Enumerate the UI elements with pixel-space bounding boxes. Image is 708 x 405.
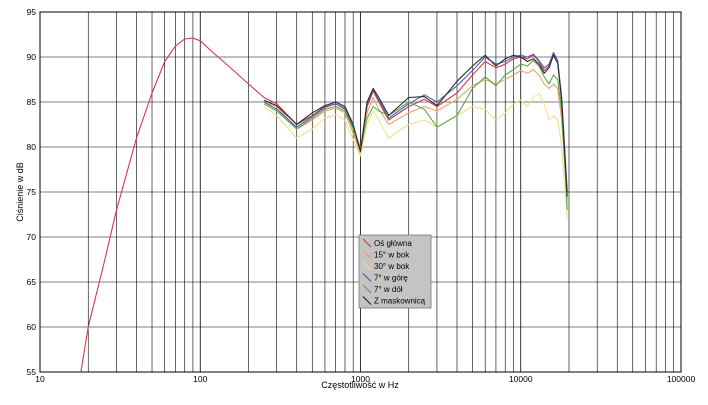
y-tick-label: 90 xyxy=(27,52,37,62)
series-line xyxy=(263,54,568,197)
legend-entry: Oś główna xyxy=(374,239,412,248)
y-tick-label: 75 xyxy=(27,187,37,197)
legend: Oś główna 15° w bok 30° w bok 7° w górę 7° w… xyxy=(358,234,432,309)
x-axis-label: Częstotliwość w Hz xyxy=(321,380,399,390)
x-tick-label: 100000 xyxy=(667,374,696,384)
legend-box xyxy=(358,234,432,309)
legend-swatch xyxy=(362,284,372,294)
series-line xyxy=(263,69,568,202)
series-line xyxy=(263,51,568,193)
y-tick-label: 60 xyxy=(27,322,37,332)
series-layer xyxy=(80,37,568,373)
legend-entry: 7° w dół xyxy=(374,285,403,294)
legend-swatch xyxy=(362,296,372,305)
legend-swatch xyxy=(362,238,372,248)
y-tick-label: 95 xyxy=(27,7,37,17)
x-tick-label: 1000 xyxy=(351,374,370,384)
legend-swatch xyxy=(362,250,372,259)
legend-entry: Z maskownicą xyxy=(374,297,426,306)
y-tick-label: 80 xyxy=(27,142,37,152)
legend-entry: 7° w górę xyxy=(374,274,408,283)
y-tick-label: 65 xyxy=(27,277,37,287)
legend-entry: 15° w bok xyxy=(374,251,410,260)
tick-labels: 10 100 1000 10000 100000 55 60 65 70 75 80 85 90 95 xyxy=(27,7,696,384)
y-tick-label: 55 xyxy=(27,367,37,377)
y-axis-label: Ciśnienie w dB xyxy=(15,162,25,222)
x-tick-label: 100 xyxy=(193,374,207,384)
x-tick-label: 10000 xyxy=(509,374,533,384)
x-tick-label: 10 xyxy=(35,374,45,384)
legend-entry: 30° w bok xyxy=(374,262,410,271)
y-tick-label: 85 xyxy=(27,97,37,107)
legend-swatch xyxy=(362,273,372,282)
y-tick-label: 70 xyxy=(27,232,37,242)
legend-swatch xyxy=(362,261,372,271)
series-line xyxy=(263,60,568,211)
